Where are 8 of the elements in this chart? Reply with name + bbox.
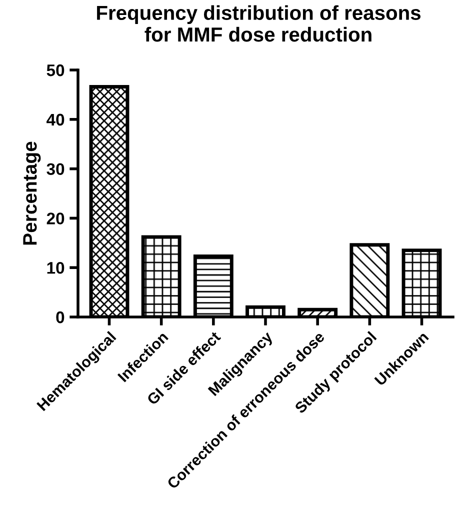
y-tick-label: 50 [46, 64, 64, 76]
y-tick-label: 0 [56, 311, 64, 324]
y-tick-label: 10 [47, 262, 64, 274]
y-tick-label: 30 [46, 163, 64, 176]
y-tick-label: 20 [46, 212, 64, 224]
chart-title: Frequency distribution of reasons for MMF dose reduction [97, 5, 420, 42]
y-axis-title: Percentage [23, 142, 41, 245]
y-tick-label: 40 [46, 114, 64, 126]
